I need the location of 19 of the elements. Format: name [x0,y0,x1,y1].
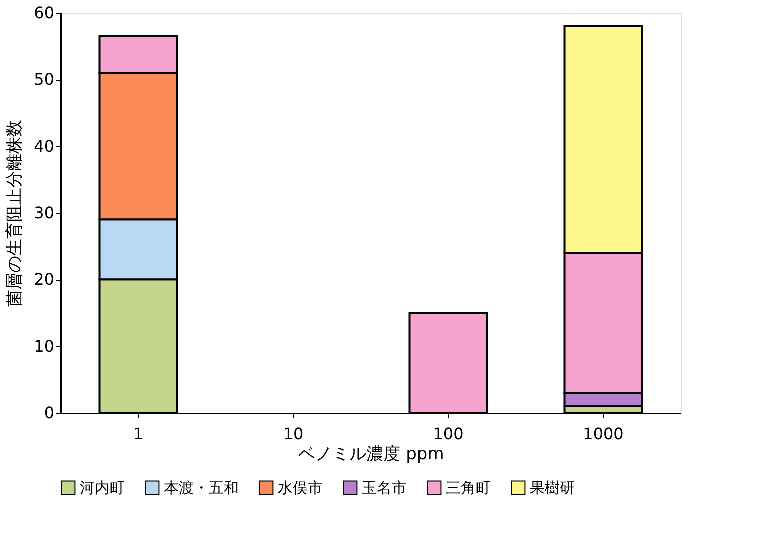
x-tick-label: 1000 [583,424,624,444]
legend-label: 水俣市 [278,478,323,497]
legend-label: 果樹研 [530,478,575,497]
x-tick-label: 1 [133,424,144,444]
x-tick-label: 10 [283,424,304,444]
legend-label: 玉名市 [362,478,407,497]
y-tick-label: 40 [34,136,54,156]
x-axis-title: ベノミル濃度 ppm [298,444,444,464]
y-tick-label: 20 [34,270,54,290]
legend-label: 本渡・五和 [164,478,239,497]
y-axis-title: 菌層の生育阻止分離株数 [5,120,26,307]
legend-label: 河内町 [80,478,125,497]
x-tick-label: 100 [433,424,464,444]
y-tick-label: 0 [44,404,54,422]
y-tick-label: 30 [34,204,54,222]
y-tick-label: 60 [34,4,54,22]
y-tick-label: 10 [34,336,54,356]
y-tick-label: 50 [34,70,54,90]
legend-label: 三角町 [446,478,491,497]
